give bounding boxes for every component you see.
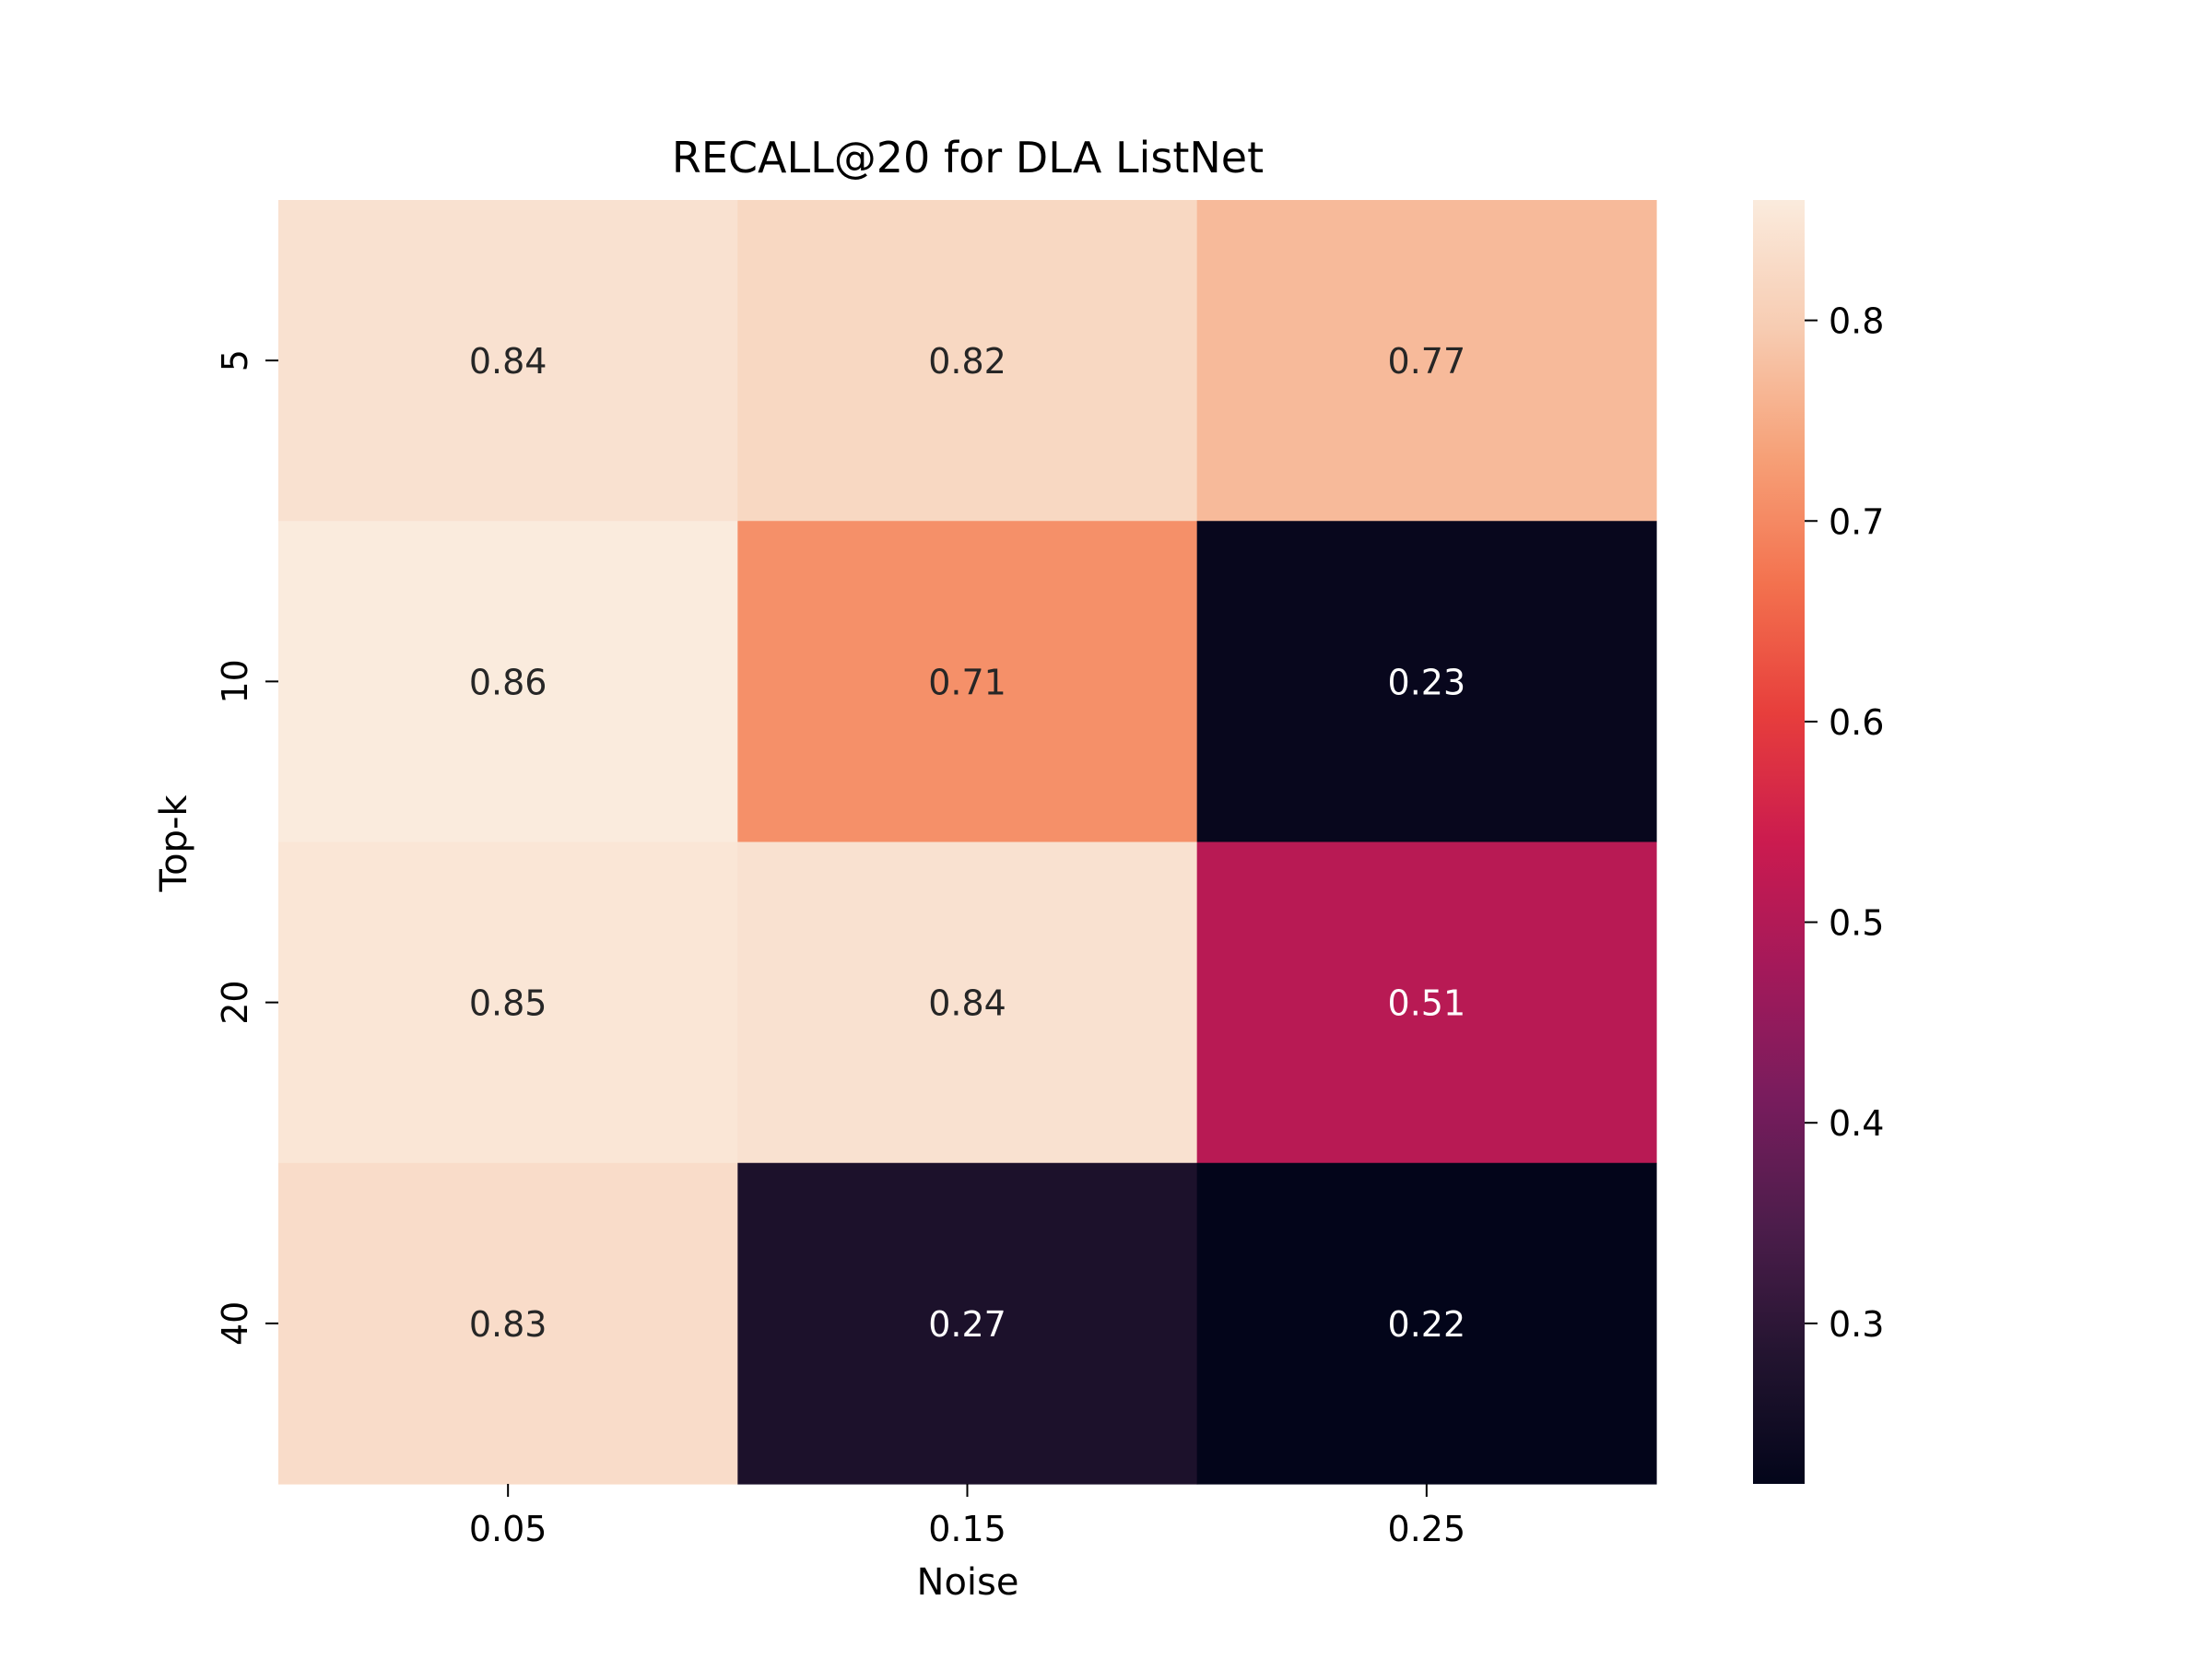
- colorbar-gradient: [1753, 200, 1805, 1484]
- heatmap-cell: [737, 521, 1198, 843]
- heatmap-cell: [737, 841, 1198, 1164]
- heatmap-cell: [278, 841, 738, 1164]
- colorbar-tick-label: 0.3: [1829, 1304, 1884, 1345]
- heatmap-cell: [278, 521, 738, 843]
- cell-value-label: 0.83: [469, 1304, 547, 1345]
- cell-value-label: 0.84: [928, 983, 1006, 1024]
- colorbar-tick-label: 0.7: [1829, 501, 1884, 542]
- heatmap-cell: [1196, 521, 1657, 843]
- cell-value-label: 0.77: [1388, 341, 1466, 382]
- heatmap-cell: [737, 1162, 1198, 1485]
- colorbar-tick-label: 0.5: [1829, 903, 1884, 944]
- x-tick-label: 0.25: [1388, 1509, 1466, 1549]
- x-tick-label: 0.05: [469, 1509, 547, 1549]
- chart-title: RECALL@20 for DLA ListNet: [672, 133, 1264, 182]
- cell-value-label: 0.51: [1388, 983, 1466, 1024]
- heatmap-cell: [1196, 1162, 1657, 1485]
- cell-value-label: 0.84: [469, 341, 547, 382]
- heatmap-cell: [278, 200, 738, 522]
- cell-value-label: 0.86: [469, 662, 547, 702]
- y-tick-label: 20: [215, 980, 255, 1024]
- colorbar-tick-label: 0.8: [1829, 301, 1884, 342]
- heatmap-cells: 0.84 0.82 0.77 0.86 0.71 0.23 0.85 0.84 0.51 0.83…: [278, 200, 1657, 1485]
- heatmap-cell: [278, 1162, 738, 1485]
- cell-value-label: 0.27: [928, 1304, 1006, 1345]
- y-tick-label: 40: [215, 1301, 255, 1346]
- x-tick-label: 0.15: [928, 1509, 1006, 1549]
- colorbar-tick-label: 0.6: [1829, 702, 1884, 743]
- x-axis: 0.05 0.15 0.25: [469, 1484, 1465, 1549]
- y-tick-label: 5: [215, 349, 255, 371]
- cell-value-label: 0.23: [1388, 662, 1466, 702]
- y-tick-label: 10: [215, 659, 255, 703]
- cell-value-label: 0.71: [928, 662, 1006, 702]
- x-axis-label: Noise: [917, 1561, 1019, 1604]
- colorbar-tick-label: 0.4: [1829, 1103, 1884, 1144]
- heatmap-cell: [737, 200, 1198, 522]
- y-axis-label: Top-k: [153, 794, 195, 893]
- cell-value-label: 0.85: [469, 983, 547, 1024]
- heatmap-cell: [1196, 200, 1657, 522]
- colorbar: 0.3 0.4 0.5 0.6 0.7 0.8: [1753, 200, 1884, 1484]
- cell-value-label: 0.22: [1388, 1304, 1466, 1345]
- y-axis: 5 10 20 40: [215, 349, 278, 1346]
- cell-value-label: 0.82: [928, 341, 1006, 382]
- heatmap-cell: [1196, 841, 1657, 1164]
